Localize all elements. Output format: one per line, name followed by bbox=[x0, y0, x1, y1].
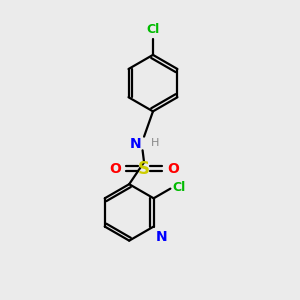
Text: N: N bbox=[130, 137, 142, 152]
Text: S: S bbox=[138, 160, 150, 178]
Text: O: O bbox=[167, 162, 179, 176]
Text: Cl: Cl bbox=[172, 181, 185, 194]
Text: Cl: Cl bbox=[146, 23, 160, 37]
Text: H: H bbox=[151, 138, 159, 148]
Text: O: O bbox=[109, 162, 121, 176]
Text: N: N bbox=[156, 230, 168, 244]
